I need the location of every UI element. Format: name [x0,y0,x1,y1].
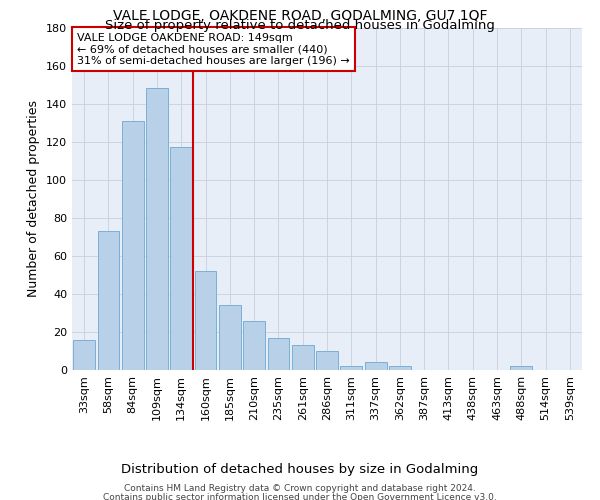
Bar [243,320,265,370]
Bar [340,366,362,370]
Bar [194,271,217,370]
Bar [511,366,532,370]
Bar [219,306,241,370]
Bar [146,88,168,370]
Bar [389,366,411,370]
Y-axis label: Number of detached properties: Number of detached properties [28,100,40,297]
Bar [97,231,119,370]
Text: Contains HM Land Registry data © Crown copyright and database right 2024.: Contains HM Land Registry data © Crown c… [124,484,476,493]
Bar [73,340,95,370]
Bar [122,120,143,370]
Bar [316,351,338,370]
Text: VALE LODGE, OAKDENE ROAD, GODALMING, GU7 1QF: VALE LODGE, OAKDENE ROAD, GODALMING, GU7… [113,9,487,23]
Bar [365,362,386,370]
Text: VALE LODGE OAKDENE ROAD: 149sqm
← 69% of detached houses are smaller (440)
31% o: VALE LODGE OAKDENE ROAD: 149sqm ← 69% of… [77,32,350,66]
Bar [170,148,192,370]
Bar [268,338,289,370]
Text: Size of property relative to detached houses in Godalming: Size of property relative to detached ho… [105,18,495,32]
Text: Distribution of detached houses by size in Godalming: Distribution of detached houses by size … [121,462,479,475]
Bar [292,346,314,370]
Text: Contains public sector information licensed under the Open Government Licence v3: Contains public sector information licen… [103,492,497,500]
